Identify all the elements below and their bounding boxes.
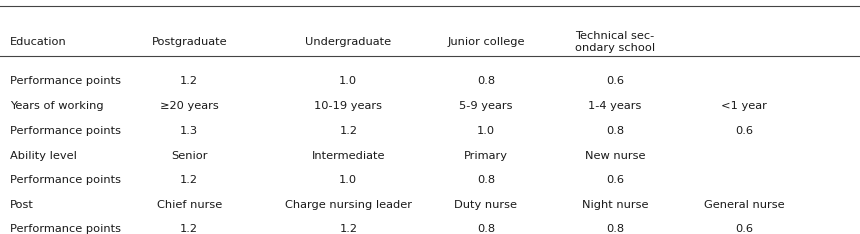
Text: 1-4 years: 1-4 years [588,102,642,111]
Text: Intermediate: Intermediate [311,151,385,161]
Text: General nurse: General nurse [703,200,784,210]
Text: 0.6: 0.6 [606,175,624,185]
Text: 1.0: 1.0 [476,126,495,136]
Text: 0.6: 0.6 [735,126,752,136]
Text: Charge nursing leader: Charge nursing leader [285,200,412,210]
Text: Chief nurse: Chief nurse [157,200,222,210]
Text: 0.8: 0.8 [476,224,495,234]
Text: 0.8: 0.8 [476,175,495,185]
Text: 1.2: 1.2 [181,224,198,234]
Text: Performance points: Performance points [10,126,121,136]
Text: Postgraduate: Postgraduate [151,37,227,47]
Text: 1.0: 1.0 [339,175,358,185]
Text: Post: Post [10,200,34,210]
Text: ≥20 years: ≥20 years [160,102,218,111]
Text: Performance points: Performance points [10,224,121,234]
Text: 0.8: 0.8 [605,126,624,136]
Text: Education: Education [10,37,67,47]
Text: 1.2: 1.2 [181,175,198,185]
Text: 1.2: 1.2 [340,224,357,234]
Text: Performance points: Performance points [10,76,121,86]
Text: 0.6: 0.6 [735,224,752,234]
Text: 0.8: 0.8 [476,76,495,86]
Text: 0.6: 0.6 [606,76,624,86]
Text: 0.8: 0.8 [605,224,624,234]
Text: New nurse: New nurse [585,151,645,161]
Text: Junior college: Junior college [447,37,525,47]
Text: 5-9 years: 5-9 years [459,102,513,111]
Text: Ability level: Ability level [10,151,77,161]
Text: 1.3: 1.3 [180,126,199,136]
Text: Years of working: Years of working [10,102,104,111]
Text: Night nurse: Night nurse [581,200,648,210]
Text: Duty nurse: Duty nurse [454,200,518,210]
Text: <1 year: <1 year [721,102,767,111]
Text: 1.2: 1.2 [340,126,357,136]
Text: Undergraduate: Undergraduate [305,37,391,47]
Text: 10-19 years: 10-19 years [314,102,383,111]
Text: 1.2: 1.2 [181,76,198,86]
Text: Technical sec-
ondary school: Technical sec- ondary school [574,31,655,53]
Text: 1.0: 1.0 [339,76,358,86]
Text: Performance points: Performance points [10,175,121,185]
Text: Senior: Senior [171,151,207,161]
Text: Primary: Primary [464,151,508,161]
